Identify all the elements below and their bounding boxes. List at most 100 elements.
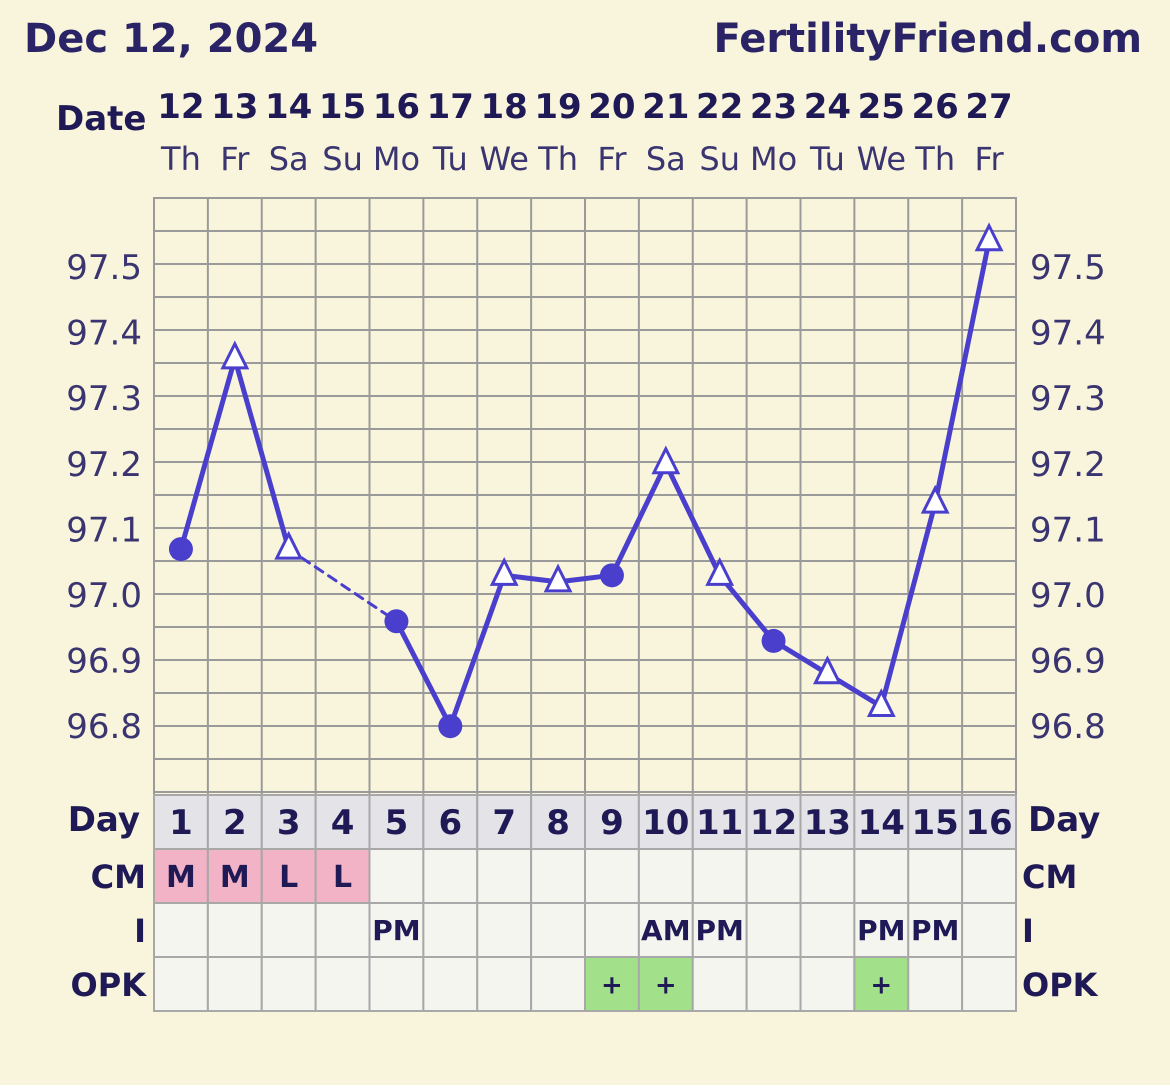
day-cell (314, 794, 371, 850)
i-cell (153, 902, 209, 958)
opk-cell (799, 956, 856, 1012)
temperature-point (168, 537, 193, 562)
cm-cell (961, 848, 1017, 904)
chart-date-header: Dec 12, 2024 (24, 16, 318, 62)
cm-value: L (279, 860, 298, 895)
opk-cell (422, 956, 479, 1012)
i-value: AM (641, 914, 691, 947)
day-value: 2 (223, 803, 247, 843)
day-cell (153, 794, 209, 850)
opk-value: + (601, 970, 623, 1000)
day-cell (422, 794, 479, 850)
temperature-line (178, 238, 992, 729)
opk-value: + (655, 970, 677, 1000)
temperature-segment (178, 356, 238, 552)
temperature-segment (717, 572, 777, 644)
opk-cell (907, 956, 964, 1012)
y-tick-label-right: 97.0 (1030, 576, 1106, 616)
cm-cell (206, 848, 263, 904)
day-cell (745, 794, 802, 850)
i-cell (799, 902, 856, 958)
i-cell (260, 902, 317, 958)
cm-value: L (333, 860, 352, 895)
date-number: 27 (965, 87, 1012, 127)
opk-cell (260, 956, 317, 1012)
weekday-label: Fr (974, 140, 1004, 178)
i-cell (206, 902, 263, 958)
date-number: 20 (588, 87, 635, 127)
opk-cell (314, 956, 371, 1012)
weekday-label: Tu (809, 140, 845, 178)
opk-value: + (870, 970, 892, 1000)
date-number: 13 (211, 87, 258, 127)
cm-value: M (220, 860, 250, 895)
date-number: 19 (534, 87, 581, 127)
temperature-point-triangle (974, 222, 1004, 252)
day-cell (530, 794, 586, 850)
temperature-segment (663, 461, 723, 578)
temperature-point-triangle (489, 556, 519, 586)
data-table: 1 2 3 4 5 6 7 8 9 10 11 12 13 14 15 16M M L LPM AM PM PM PM+ + + (153, 794, 1017, 1012)
cm-cell (584, 848, 640, 904)
day-cell (799, 794, 856, 850)
cm-cell (530, 848, 586, 904)
day-cell (584, 794, 640, 850)
y-tick-label-left: 97.1 (66, 510, 142, 550)
opk-cell (530, 956, 586, 1012)
y-tick-label-right: 96.8 (1030, 707, 1106, 747)
temperature-markers (168, 222, 1004, 739)
day-value: 6 (438, 803, 462, 843)
weekday-label: Tu (432, 140, 468, 178)
day-cell (853, 794, 910, 850)
day-label-left: Day (68, 800, 140, 840)
weekday-label: Mo (750, 140, 797, 178)
day-value: 5 (385, 803, 409, 843)
i-cell (745, 902, 802, 958)
day-value: 4 (331, 803, 355, 843)
day-cell (206, 794, 263, 850)
temperature-point-triangle (651, 445, 681, 475)
temperature-point-triangle (543, 563, 573, 593)
y-tick-label-left: 96.8 (66, 707, 142, 747)
date-row-label: Date (56, 99, 146, 139)
cm-cell (476, 848, 533, 904)
day-cell (476, 794, 533, 850)
temperature-segment (609, 461, 669, 578)
temperature-segment (393, 618, 453, 729)
day-value: 9 (600, 803, 624, 843)
cm-cell (637, 848, 694, 904)
date-number: 15 (319, 87, 366, 127)
y-tick-label-right: 97.1 (1030, 510, 1106, 550)
temperature-segment (932, 238, 992, 506)
date-number: 26 (912, 87, 959, 127)
day-value: 1 (169, 803, 193, 843)
day-value: 11 (696, 803, 743, 843)
cm-cell (368, 848, 425, 904)
i-cell (584, 902, 640, 958)
day-cell (368, 794, 425, 850)
day-cell (961, 794, 1017, 850)
day-cell (260, 794, 317, 850)
y-tick-label-left: 97.5 (66, 248, 142, 288)
temperature-point-triangle (813, 655, 842, 685)
i-value: PM (372, 914, 420, 947)
temperature-segment (447, 572, 507, 729)
site-name: FertilityFriend.com (713, 16, 1142, 62)
date-number: 12 (157, 87, 204, 127)
i-cell (476, 902, 533, 958)
date-header-columns: 12Th13Fr14Sa15Su16Mo17Tu18We19Th20Fr21Sa… (157, 87, 1012, 178)
temperature-point (761, 628, 786, 653)
weekday-label: We (479, 140, 528, 178)
i-cell (961, 902, 1017, 958)
day-value: 8 (546, 803, 570, 843)
date-number: 22 (696, 87, 743, 127)
i-cell (530, 902, 586, 958)
temperature-point-triangle (220, 340, 250, 370)
weekday-label: Mo (373, 140, 420, 178)
weekday-label: Th (914, 140, 955, 178)
y-tick-label-right: 97.5 (1030, 248, 1106, 288)
y-tick-label-left: 97.0 (66, 576, 142, 616)
day-value: 15 (912, 803, 959, 843)
cm-cell (853, 848, 910, 904)
